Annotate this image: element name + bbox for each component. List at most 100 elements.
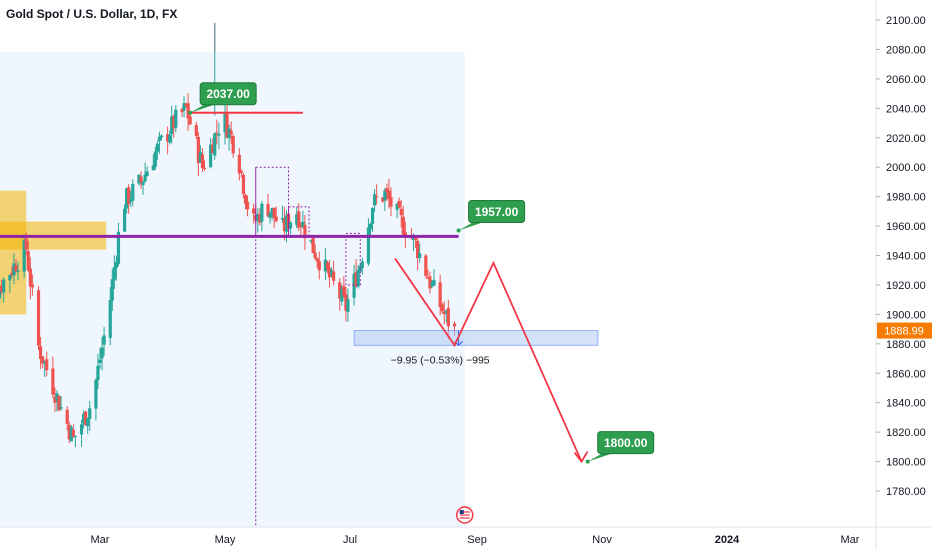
supply-zone bbox=[0, 190, 27, 315]
candle-body bbox=[356, 269, 360, 287]
candle-body bbox=[403, 232, 407, 238]
candle-body bbox=[2, 279, 6, 293]
candle-body bbox=[194, 125, 198, 136]
candle-body bbox=[79, 424, 84, 435]
candle-body bbox=[446, 308, 450, 327]
candle-body bbox=[274, 216, 278, 222]
candle-body bbox=[342, 286, 346, 296]
candle-body bbox=[125, 188, 129, 209]
candle-body bbox=[170, 116, 174, 135]
last-price-tag bbox=[877, 322, 932, 339]
candle-body bbox=[69, 427, 73, 442]
candle-body bbox=[256, 213, 260, 221]
candle-body bbox=[26, 251, 30, 271]
candle-body bbox=[383, 190, 387, 201]
y-tick-label: 2060.00 bbox=[886, 74, 926, 86]
candle-body bbox=[12, 263, 16, 276]
candle-body bbox=[241, 174, 246, 194]
x-tick-label: May bbox=[215, 534, 236, 546]
y-tick-label: 1920.00 bbox=[886, 280, 926, 292]
candle-body bbox=[395, 203, 399, 210]
candle-body bbox=[102, 335, 106, 345]
candle-body bbox=[239, 170, 243, 173]
candle-body bbox=[213, 133, 217, 156]
measure-box bbox=[353, 330, 599, 346]
date-range-highlight bbox=[0, 52, 465, 527]
candle-body bbox=[112, 267, 116, 280]
candle-body bbox=[438, 282, 442, 308]
candle-body bbox=[309, 239, 313, 242]
candle-body bbox=[252, 208, 256, 214]
candle-body bbox=[188, 116, 192, 125]
candle-body bbox=[202, 167, 207, 169]
candle-body bbox=[370, 208, 375, 224]
candle-body bbox=[0, 285, 4, 292]
candle-body bbox=[86, 418, 90, 427]
x-tick-label: Sep bbox=[467, 534, 487, 546]
candle-body bbox=[237, 154, 241, 174]
candle-body bbox=[225, 113, 229, 138]
candle-body bbox=[297, 211, 301, 228]
projection-arrow-head bbox=[573, 451, 589, 464]
candle-body bbox=[59, 407, 63, 409]
candle-body bbox=[344, 294, 348, 311]
candle-body bbox=[100, 347, 104, 359]
x-tick-label: 2024 bbox=[715, 534, 740, 546]
candle-body bbox=[24, 238, 28, 250]
candle-body bbox=[28, 268, 32, 287]
candle-body bbox=[157, 136, 162, 142]
candle-body bbox=[184, 103, 188, 106]
y-tick-label: 2080.00 bbox=[886, 44, 926, 56]
candle-body bbox=[143, 174, 147, 182]
candle-body bbox=[45, 359, 49, 371]
candle-body bbox=[209, 144, 213, 168]
candle-body bbox=[43, 361, 47, 364]
candle-body bbox=[227, 128, 231, 139]
y-tick-label: 2100.00 bbox=[886, 15, 926, 27]
candle-body bbox=[94, 379, 98, 409]
candle-body bbox=[196, 136, 200, 164]
candle-body bbox=[231, 135, 235, 154]
callout-pointer bbox=[190, 104, 215, 113]
candle-body bbox=[418, 253, 422, 259]
candle-body bbox=[385, 188, 389, 193]
price-callout-label: 2037.00 bbox=[206, 87, 250, 101]
chart-title: Gold Spot / U.S. Dollar, 1D, FX bbox=[6, 7, 177, 21]
candle-body bbox=[432, 280, 436, 286]
candle-body bbox=[303, 224, 307, 239]
projection-path bbox=[394, 257, 583, 462]
candle-body bbox=[127, 187, 131, 205]
measure-label: −9.95 (−0.53%) −995 bbox=[391, 354, 490, 366]
candle-body bbox=[110, 279, 114, 301]
candle-body bbox=[22, 240, 26, 272]
price-callout-label: 1800.00 bbox=[604, 436, 648, 450]
candle-body bbox=[0, 288, 2, 299]
candle-body bbox=[295, 214, 299, 225]
candle-body bbox=[413, 238, 418, 240]
candle-body bbox=[211, 144, 215, 154]
candle-body bbox=[354, 272, 358, 287]
candle-body bbox=[340, 289, 344, 302]
price-callout bbox=[199, 82, 257, 106]
y-tick-label: 1840.00 bbox=[886, 398, 926, 410]
candle-body bbox=[311, 236, 315, 253]
candle-body bbox=[182, 103, 186, 111]
candle-body bbox=[129, 198, 133, 202]
candle-body bbox=[284, 215, 289, 232]
y-tick-label: 2020.00 bbox=[886, 133, 926, 145]
candle-body bbox=[288, 222, 293, 229]
candle-body bbox=[397, 201, 401, 208]
y-tick-label: 1980.00 bbox=[886, 192, 926, 204]
candle-body bbox=[131, 183, 135, 201]
candle-body bbox=[282, 218, 287, 232]
candle-body bbox=[424, 255, 428, 276]
candle-body bbox=[258, 213, 262, 223]
dotted-box bbox=[255, 166, 290, 237]
candle-body bbox=[223, 112, 227, 133]
candle-body bbox=[332, 271, 336, 281]
candle-body bbox=[139, 176, 143, 183]
last-price-label: 1888.99 bbox=[884, 326, 924, 338]
candle-body bbox=[84, 411, 88, 425]
